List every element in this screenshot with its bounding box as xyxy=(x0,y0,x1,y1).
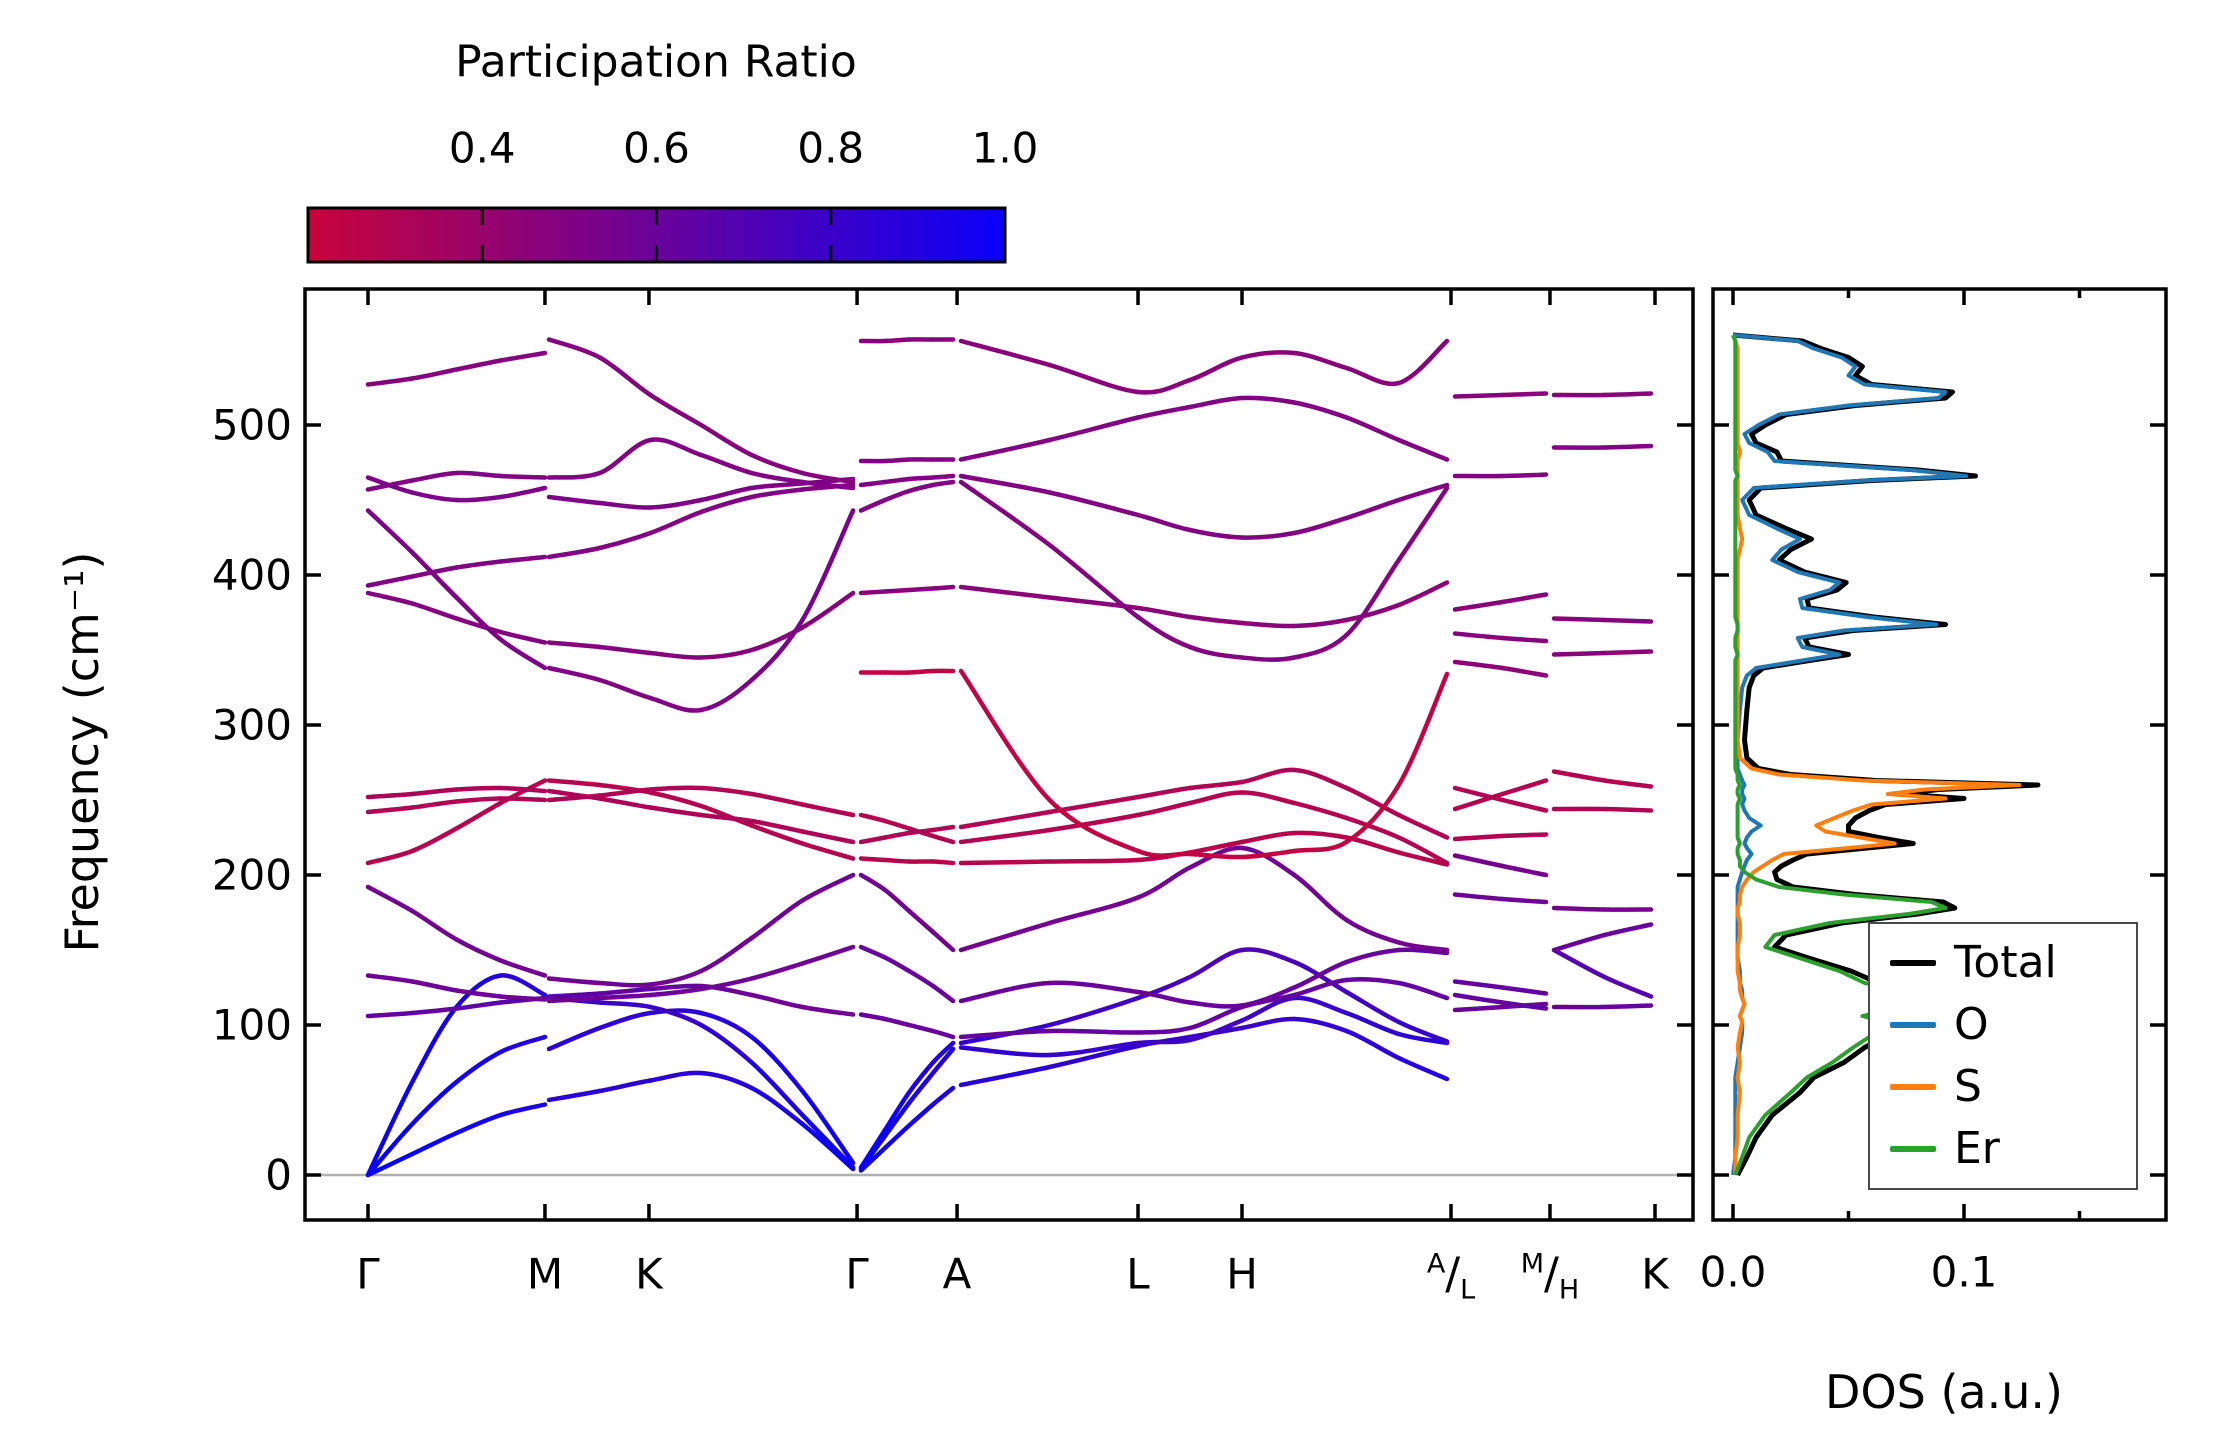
dos-panel-frame xyxy=(1711,287,2168,1222)
kpoint-label: M xyxy=(526,1249,564,1299)
y-tick-label: 200 xyxy=(211,850,292,900)
dos-legend: Total O S Er xyxy=(1868,922,2138,1190)
dos-x-tick-label: 0.1 xyxy=(1930,1247,1998,1297)
legend-label: O xyxy=(1954,999,1989,1050)
kpoint-superscript: A xyxy=(1426,1248,1446,1280)
legend-label: Total xyxy=(1954,937,2057,988)
legend-entry-s: S xyxy=(1890,1065,2136,1109)
legend-line-icon xyxy=(1890,1084,1936,1090)
kpoint-label: K xyxy=(635,1249,663,1299)
kpoint-label: Γ xyxy=(356,1249,380,1299)
legend-line-icon xyxy=(1890,960,1936,966)
kpoint-label: L xyxy=(1126,1249,1150,1299)
legend-entry-o: O xyxy=(1890,1003,2136,1047)
kpoint-subscript: H xyxy=(1558,1274,1580,1306)
y-axis-label: Frequency (cm⁻¹) xyxy=(55,551,109,953)
legend-entry-total: Total xyxy=(1890,941,2136,985)
colorbar-tick-label: 0.8 xyxy=(797,123,865,173)
kpoint-superscript: M xyxy=(1520,1248,1545,1280)
kpoint-label: H xyxy=(1226,1249,1258,1299)
y-tick-label: 500 xyxy=(211,400,292,450)
legend-line-icon xyxy=(1890,1146,1936,1152)
legend-label: S xyxy=(1954,1061,1982,1112)
band-panel-frame xyxy=(303,287,1695,1222)
band-structure-lines xyxy=(365,337,1654,1178)
kpoint-slash: / xyxy=(1544,1248,1559,1300)
y-tick-label: 100 xyxy=(211,1000,292,1050)
legend-entry-er: Er xyxy=(1890,1127,2136,1171)
y-tick-label: 300 xyxy=(211,700,292,750)
y-tick-label: 400 xyxy=(211,550,292,600)
colorbar xyxy=(306,206,1007,264)
dos-x-axis-label: DOS (a.u.) xyxy=(1825,1365,2063,1419)
kpoint-label: A/L xyxy=(1426,1248,1475,1306)
legend-label: Er xyxy=(1954,1123,2000,1174)
dos-x-tick-label: 0.0 xyxy=(1699,1247,1767,1297)
colorbar-title: Participation Ratio xyxy=(455,36,857,88)
legend-line-icon xyxy=(1890,1022,1936,1028)
colorbar-tick-label: 1.0 xyxy=(971,123,1039,173)
colorbar-tick-label: 0.6 xyxy=(623,123,690,173)
kpoint-label: M/H xyxy=(1520,1248,1579,1306)
kpoint-slash: / xyxy=(1445,1248,1461,1300)
colorbar-tick-label: 0.4 xyxy=(448,123,516,173)
kpoint-subscript: L xyxy=(1460,1274,1476,1306)
dos-S-curve xyxy=(1731,334,2022,1175)
kpoint-label: Γ xyxy=(845,1249,869,1299)
axes-spines-ticks xyxy=(303,287,2168,1222)
y-tick-label: 0 xyxy=(265,1150,292,1200)
kpoint-label: A xyxy=(942,1249,972,1299)
kpoint-label: K xyxy=(1641,1249,1669,1299)
